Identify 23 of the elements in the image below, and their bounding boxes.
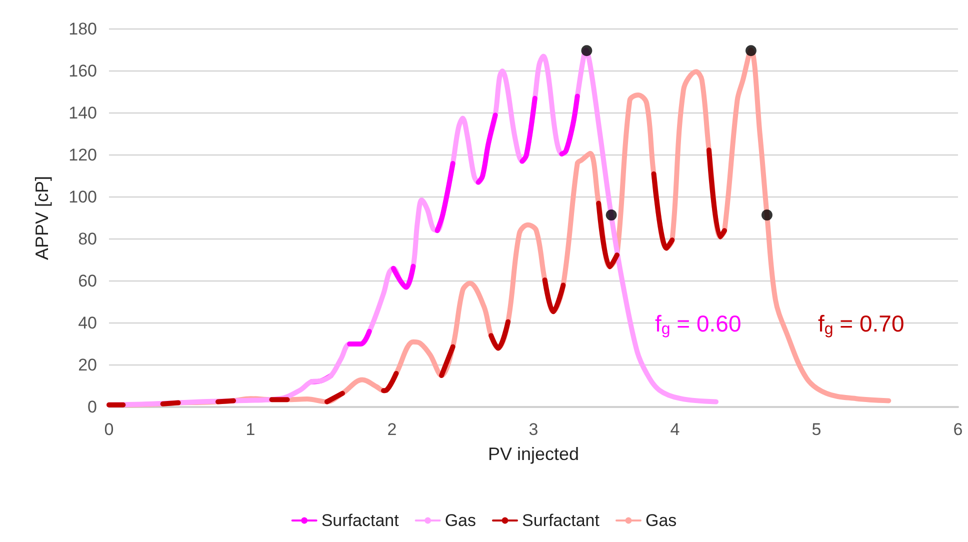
x-axis-title: PV injected: [488, 444, 580, 464]
x-tick-label: 0: [104, 420, 114, 439]
x-tick-label: 6: [953, 420, 963, 439]
y-tick-label: 140: [68, 104, 97, 122]
x-tick-label: 2: [387, 420, 397, 439]
y-tick-label: 180: [68, 20, 97, 38]
y-tick-label: 20: [78, 356, 97, 374]
legend-label: Surfactant: [321, 511, 400, 530]
x-tick-label: 3: [528, 420, 538, 439]
y-tick-label: 100: [68, 188, 97, 206]
y-tick-label: 80: [78, 230, 97, 248]
y-tick-label: 40: [78, 314, 97, 332]
x-tick-label: 1: [246, 420, 256, 439]
x-tick-label: 4: [670, 420, 680, 439]
y-tick-label: 160: [68, 62, 97, 80]
y-tick-label: 60: [78, 272, 97, 290]
y-tick-label: 0: [88, 398, 97, 416]
x-tick-label: 5: [812, 420, 822, 439]
legend-label: Gas: [444, 511, 476, 530]
legend-label: Surfactant: [522, 511, 600, 530]
y-axis-title: APPV [cP]: [32, 176, 52, 260]
y-tick-label: 120: [68, 146, 97, 164]
legend-label: Gas: [645, 511, 677, 530]
